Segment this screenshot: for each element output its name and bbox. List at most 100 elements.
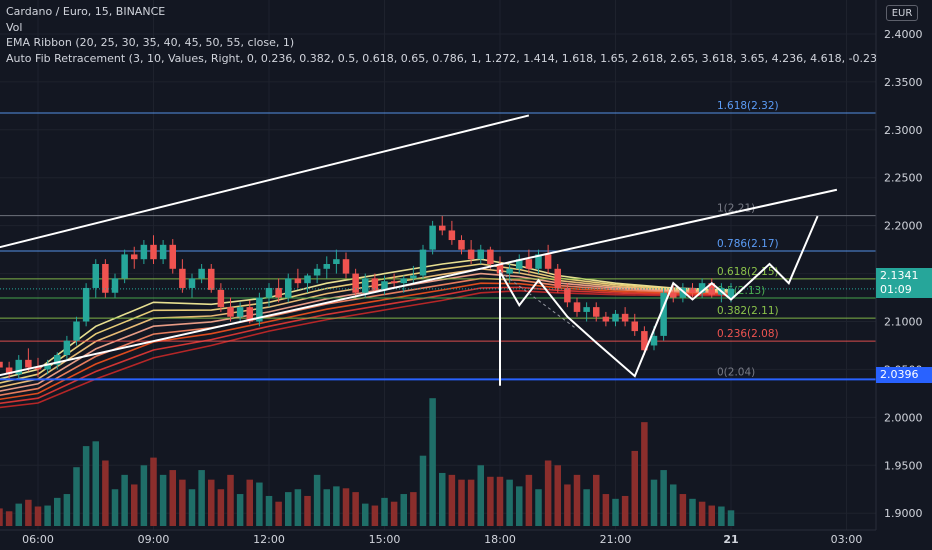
volume-bar <box>111 489 119 526</box>
volume-bar <box>573 474 581 526</box>
volume-bar <box>439 472 446 526</box>
volume-bar <box>342 488 350 526</box>
candle-body <box>179 268 186 288</box>
volume-bar <box>516 486 523 526</box>
volume-bar <box>188 489 196 526</box>
candle-body <box>487 249 494 264</box>
candle-body <box>631 321 638 332</box>
volume-bar <box>140 465 148 526</box>
volume-bar <box>25 499 32 526</box>
auto-fib-indicator-label[interactable]: Auto Fib Retracement (3, 10, Values, Rig… <box>6 51 876 65</box>
candle-body <box>612 313 619 322</box>
volume-bar <box>265 495 273 526</box>
volume-bar <box>0 508 3 526</box>
volume-bar <box>179 479 186 526</box>
candle-body <box>275 287 282 298</box>
candle-body <box>111 278 119 293</box>
candle-body <box>208 268 215 290</box>
volume-bar <box>82 446 90 526</box>
time-tick-label: 06:00 <box>22 533 54 546</box>
candle-body <box>544 254 552 269</box>
volume-bar <box>689 498 696 526</box>
last-price-value: 2.1341 <box>880 269 919 282</box>
volume-bar <box>679 494 687 526</box>
volume-bar <box>554 465 561 526</box>
candle-body <box>34 367 42 370</box>
candle-body <box>621 313 629 322</box>
drawings[interactable] <box>0 114 876 386</box>
volume-bar <box>275 501 282 526</box>
volume-bar <box>15 503 22 526</box>
candle-body <box>227 307 234 317</box>
volume-bar <box>256 482 263 526</box>
candle-body <box>689 287 696 293</box>
volume-bar <box>362 503 369 526</box>
volume-bar <box>371 505 379 526</box>
fib-retracement[interactable]: 1.618(2.32) 1(2.21) 0.786(2.17) 0.618(2.15)… <box>0 100 876 380</box>
time-tick-label: 15:00 <box>369 533 401 546</box>
candle-body <box>333 259 340 264</box>
volume-bar <box>246 479 253 526</box>
volume-bar <box>333 486 340 526</box>
volume-bar <box>294 489 302 526</box>
fib-level-label: 0.236(2.08) <box>717 328 779 340</box>
volume-bar <box>169 470 176 526</box>
volume-bar <box>612 498 619 526</box>
candle-body <box>670 292 677 298</box>
candle-body <box>506 268 513 274</box>
volume-bar <box>54 497 61 526</box>
volume-bar <box>602 494 610 526</box>
volume-bar <box>236 494 244 526</box>
volume-bar <box>121 474 128 526</box>
candle-body <box>256 297 263 322</box>
volume-indicator-label[interactable]: Vol <box>6 20 23 34</box>
candle-body <box>63 340 71 356</box>
volume-bar <box>44 505 51 526</box>
candle-body <box>525 259 533 269</box>
volume-bar <box>381 497 388 526</box>
volume-bar <box>217 489 225 526</box>
candle-body <box>698 283 706 293</box>
volume-bar <box>525 474 533 526</box>
volume-bar <box>593 474 600 526</box>
volume-bar <box>159 474 167 526</box>
symbol-title[interactable]: Cardano / Euro, 15, BINANCE <box>6 5 166 18</box>
dashed-path <box>499 271 578 330</box>
candle-body <box>477 249 484 260</box>
bar-countdown: 01:09 <box>880 283 912 296</box>
candle-body <box>419 249 427 276</box>
volume-bar <box>400 494 407 526</box>
candle-body <box>0 361 3 368</box>
volume-bar <box>670 484 677 526</box>
candle-body <box>727 288 735 298</box>
price-tick-label: 2.3000 <box>884 124 923 137</box>
currency-button[interactable]: EUR <box>886 5 918 21</box>
candle-body <box>362 278 369 293</box>
price-tick-label: 2.2000 <box>884 220 923 233</box>
volume-bar <box>535 489 542 526</box>
volume-bar <box>419 455 427 526</box>
candle-body <box>352 273 359 293</box>
volume-bar <box>718 506 725 526</box>
ema-ribbon-line <box>0 286 732 405</box>
candle-body <box>217 289 225 308</box>
candle-body <box>429 225 436 250</box>
candle-body <box>169 244 176 269</box>
volume-bar <box>727 510 735 526</box>
fib-level-label: 1(2.21) <box>717 203 755 215</box>
candle-body <box>342 259 350 274</box>
volume-bar <box>660 470 667 526</box>
candle-body <box>573 302 581 312</box>
volume-bar <box>698 501 706 526</box>
candle-body <box>294 278 302 284</box>
low-line-price-tag: 2.0396 <box>876 367 932 383</box>
volume-bars <box>0 398 735 526</box>
candle-body <box>73 321 80 341</box>
ema-ribbon-indicator-label[interactable]: EMA Ribbon (20, 25, 30, 35, 40, 45, 50, … <box>6 36 295 49</box>
fib-level-label: 0(2.04) <box>717 366 755 378</box>
volume-bar <box>506 479 513 526</box>
candle-body <box>121 254 128 279</box>
candle-body <box>236 307 244 317</box>
volume-bar <box>708 505 715 526</box>
